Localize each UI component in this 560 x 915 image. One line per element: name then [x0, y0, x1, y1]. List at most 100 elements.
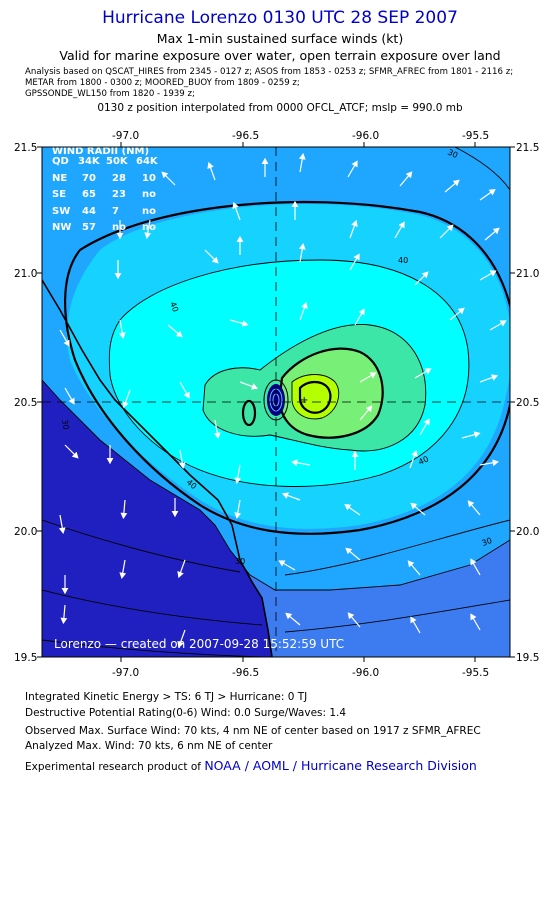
wind-arrow-head	[183, 391, 190, 399]
wind-arrow-head	[298, 153, 306, 160]
wind-arrow-head	[71, 451, 79, 459]
wind-arrow-head	[407, 560, 415, 568]
wind-arrow-head	[291, 200, 299, 207]
radii-cell: SE	[52, 189, 66, 200]
wind-arrow-head	[234, 477, 242, 484]
wind-arrow-head	[58, 527, 66, 534]
radii-cell: 28	[112, 173, 126, 184]
analysis-line-3: GPSSONDE_WL150 from 1820 - 1939 z;	[25, 89, 195, 99]
wind-arrow-head	[211, 256, 219, 264]
wind-arrow-head	[467, 500, 475, 508]
wind-arrow-head	[411, 449, 418, 457]
position-note: 0130 z position interpolated from 0000 O…	[97, 102, 463, 114]
analysis-line-1: Analysis based on QSCAT_HIRES from 2345 …	[25, 67, 514, 77]
wind-arrow-head	[161, 171, 169, 179]
ike-line: Integrated Kinetic Energy > TS: 6 TJ > H…	[25, 691, 308, 703]
lat-tick: 19.5	[516, 652, 539, 664]
wind-arrow-head	[60, 617, 68, 625]
wind-arrow-head	[347, 612, 355, 620]
lon-tick: -97.0	[112, 130, 139, 142]
wind-arrow-head	[365, 405, 373, 413]
wind-arrow-head	[178, 462, 186, 469]
wind-field: + 30 40 40 40 30 30 30 40 WIND RADII (NM…	[42, 146, 510, 657]
radii-cell: no	[112, 222, 126, 233]
subtitle-exposure: Valid for marine exposure over water, op…	[59, 48, 501, 63]
wind-arrow-head	[358, 308, 365, 316]
wind-arrow-head	[116, 233, 124, 240]
radii-cell: 70	[82, 173, 96, 184]
lat-tick: 19.5	[14, 652, 37, 664]
wind-arrow-head	[410, 616, 417, 624]
wind-arrow-head	[177, 641, 184, 649]
wind-arrow-head	[301, 301, 308, 309]
wind-arrow-head	[241, 320, 249, 327]
lat-tick: 21.5	[516, 142, 539, 154]
radii-header: 64K	[136, 156, 159, 167]
wind-arrow-head	[285, 612, 293, 620]
wind-arrow-head	[410, 502, 418, 510]
lon-tick: -96.5	[232, 667, 259, 679]
radii-cell: 44	[82, 206, 96, 217]
wind-arrow-head	[251, 383, 259, 390]
wind-arrow-head	[261, 157, 269, 164]
wind-arrow-head	[63, 339, 70, 347]
wind-arrow-head	[114, 273, 122, 280]
wind-arrow-head	[118, 332, 126, 339]
page-title: Hurricane Lorenzo 0130 UTC 28 SEP 2007	[102, 8, 458, 28]
wind-arrow-head	[298, 243, 306, 250]
coastline	[42, 279, 273, 657]
wind-arrow-head	[421, 271, 429, 279]
subtitle-winds: Max 1-min sustained surface winds (kt)	[156, 31, 404, 46]
wind-radii-title: WIND RADII (NM)	[52, 146, 149, 157]
wind-arrow-head	[351, 219, 358, 227]
wind-arrow-head	[213, 432, 221, 439]
wind-arrow-head	[177, 571, 184, 579]
wind-arrow-head	[120, 512, 128, 520]
radii-cell: 23	[112, 189, 126, 200]
wind-arrow-head	[473, 431, 481, 438]
radii-cell: NE	[52, 173, 67, 184]
lat-tick: 21.5	[14, 142, 37, 154]
storm-center	[263, 379, 289, 421]
wind-arrow-head	[489, 270, 497, 277]
analyzed-wind-line: Analyzed Max. Wind: 70 kts, 6 nm NE of c…	[25, 740, 273, 752]
wind-arrows	[58, 153, 507, 649]
lat-tick: 20.5	[516, 397, 539, 409]
radii-header: 50K	[106, 156, 129, 167]
wind-arrow-head	[423, 418, 430, 426]
wind-arrow-head	[207, 161, 214, 169]
lon-tick: -95.5	[462, 130, 489, 142]
hrd-link[interactable]: NOAA / AOML / Hurricane Research Divisio…	[204, 758, 477, 773]
radii-cell: 7	[112, 206, 119, 217]
wind-arrow-head	[61, 588, 69, 595]
wind-arrow-head	[232, 201, 239, 209]
wind-arrow-head	[470, 558, 477, 566]
wind-arrow-head	[106, 458, 114, 465]
wind-arrow-head	[424, 368, 432, 375]
wind-arrow-head	[491, 374, 499, 381]
wind-arrow-head	[446, 224, 454, 232]
wind-arrow-head	[278, 560, 286, 567]
lon-tick: -96.5	[232, 130, 259, 142]
analysis-line-2: METAR from 1800 - 0300 z; MOORED_BUOY fr…	[25, 78, 300, 88]
radii-cell: no	[142, 189, 156, 200]
wind-arrow-head	[452, 179, 460, 187]
lat-tick: 21.0	[14, 268, 37, 280]
radii-cell: 10	[142, 173, 156, 184]
product-credit: Experimental research product of NOAA / …	[25, 758, 477, 773]
lat-tick: 20.5	[14, 397, 37, 409]
lon-tick: -95.5	[462, 667, 489, 679]
contour-label: 40	[168, 301, 180, 314]
radii-cell: no	[142, 206, 156, 217]
contour-label: 30	[60, 419, 71, 431]
radii-cell: 65	[82, 189, 96, 200]
radii-cell: no	[142, 222, 156, 233]
contour-label: 40	[398, 256, 408, 265]
wind-arrow-head	[68, 397, 75, 405]
wind-arrow-head	[144, 232, 152, 239]
wind-arrow-head	[405, 171, 413, 179]
wind-arrow-head	[345, 547, 353, 555]
contour-label: 40	[417, 454, 430, 466]
wind-arrow-head	[119, 572, 127, 579]
wind-arrow-head	[492, 227, 500, 235]
